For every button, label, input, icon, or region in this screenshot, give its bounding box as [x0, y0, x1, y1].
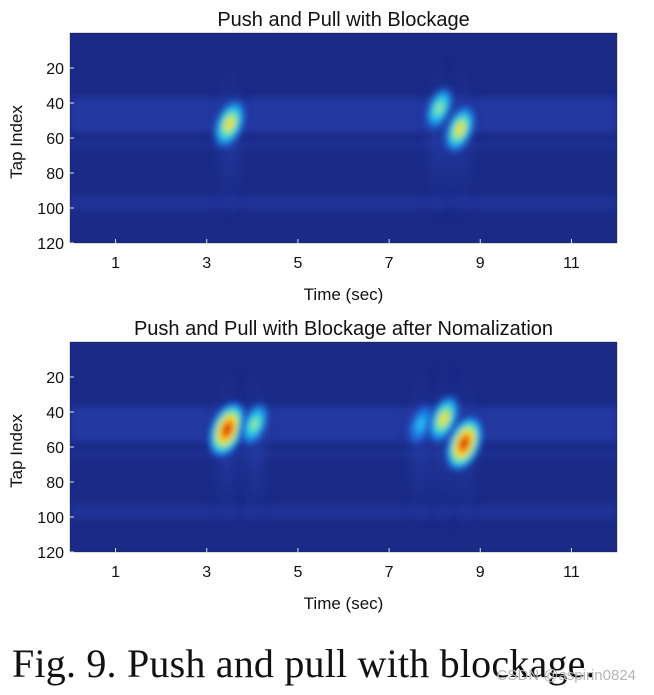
x-tick-label: 3 — [202, 564, 211, 581]
x-tick-label: 9 — [476, 564, 485, 581]
heatmap-panel-2: Push and Pull with Blockage after Nomali… — [7, 318, 618, 613]
chart-title: Push and Pull with Blockage after Nomali… — [134, 318, 553, 340]
heatmap-field — [70, 48, 617, 228]
heatmap-background — [70, 342, 617, 552]
x-tick-label: 9 — [476, 255, 485, 272]
heatmap-blob-3 — [443, 103, 477, 155]
x-tick-label: 11 — [563, 564, 580, 581]
x-tick-label: 1 — [111, 564, 120, 581]
y-tick-label: 100 — [37, 201, 64, 218]
heatmap-band-2 — [70, 504, 617, 519]
x-axis-label: Time (sec) — [304, 285, 384, 304]
heatmap-band-3 — [70, 140, 617, 150]
x-tick-label: 7 — [385, 564, 394, 581]
figure-caption: Fig. 9. Push and pull with blockage. — [12, 641, 596, 686]
heatmap-blob-2 — [239, 400, 271, 449]
y-tick-label: 120 — [37, 236, 64, 253]
y-tick-label: 40 — [46, 405, 64, 422]
heatmap-panel-1: Push and Pull with Blockage 1 3 5 7 9 11 20 40 60… — [7, 9, 618, 304]
y-axis-label: Tap Index — [7, 105, 26, 179]
y-tick-label: 100 — [37, 510, 64, 527]
y-tick-label: 80 — [46, 475, 64, 492]
x-tick-label: 5 — [293, 255, 302, 272]
x-tick-label: 3 — [202, 255, 211, 272]
y-tick-label: 120 — [37, 545, 64, 562]
watermark-text: CSDN @aspirin0824 — [496, 667, 636, 684]
y-tick-label: 60 — [46, 440, 64, 457]
heatmap-band-3 — [70, 449, 617, 459]
y-tick-label: 80 — [46, 166, 64, 183]
x-tick-label: 7 — [385, 255, 394, 272]
x-tick-label: 11 — [563, 255, 580, 272]
heatmap-field — [70, 357, 617, 537]
y-tick-label: 20 — [46, 370, 64, 387]
x-axis-label: Time (sec) — [304, 594, 384, 613]
x-tick-label: 5 — [293, 564, 302, 581]
heatmap-blob-1 — [212, 97, 247, 151]
x-tick-label: 1 — [111, 255, 120, 272]
heatmap-band-1 — [70, 97, 617, 133]
heatmap-blob-5 — [445, 415, 484, 472]
heatmap-blob-2 — [423, 84, 455, 133]
y-axis-label: Tap Index — [7, 414, 26, 488]
chart-title: Push and Pull with Blockage — [217, 9, 469, 31]
heatmap-band-2 — [70, 195, 617, 210]
y-tick-label: 40 — [46, 96, 64, 113]
y-tick-label: 60 — [46, 131, 64, 148]
heatmap-blob-1 — [207, 400, 247, 459]
heatmap-band-1 — [70, 406, 617, 442]
y-tick-label: 20 — [46, 61, 64, 78]
heatmap-background — [70, 33, 617, 243]
